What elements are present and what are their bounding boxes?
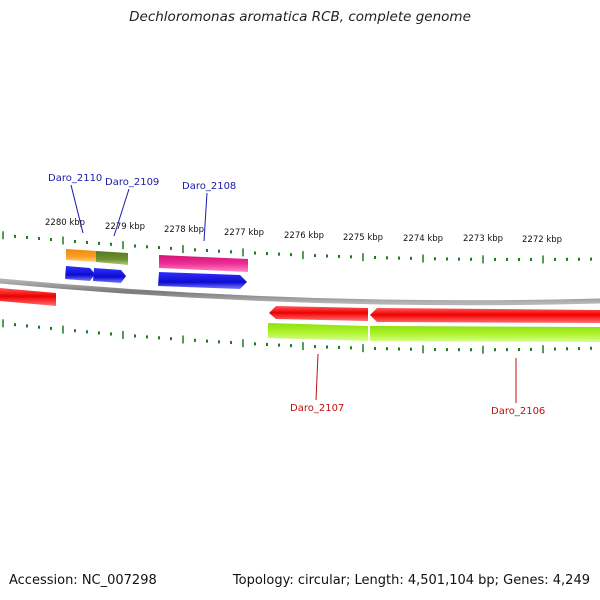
magenta-feature xyxy=(159,255,248,272)
topology-text: Topology: circular; Length: 4,501,104 bp… xyxy=(232,573,590,588)
daro-2108-leader xyxy=(203,192,208,242)
daro-2107-gene xyxy=(269,306,368,321)
scale-label: 2280 kbp xyxy=(45,218,85,228)
gene-label-daro-2109: Daro_2109 xyxy=(105,177,159,188)
daro-2109-gene xyxy=(93,268,126,283)
map-title: Dechloromonas aromatica RCB, complete ge… xyxy=(129,9,471,25)
scale-label: 2273 kbp xyxy=(463,234,503,244)
gene-label-daro-2110: Daro_2110 xyxy=(48,173,102,184)
scale-label: 2278 kbp xyxy=(164,225,204,235)
daro-2106-gene xyxy=(370,308,600,323)
inner-scale-ticks xyxy=(2,319,592,354)
scale-labels: 2280 kbp 2279 kbp 2278 kbp 2277 kbp 2276… xyxy=(45,218,562,245)
left-red-feature xyxy=(0,288,56,306)
lime-feature-right xyxy=(370,326,600,342)
scale-label: 2276 kbp xyxy=(284,231,324,241)
orange-feature xyxy=(66,249,97,262)
scale-label: 2272 kbp xyxy=(522,235,562,245)
gene-label-daro-2107: Daro_2107 xyxy=(290,403,344,414)
accession-text: Accession: NC_007298 xyxy=(9,573,157,588)
gene-label-daro-2106: Daro_2106 xyxy=(491,406,545,417)
scale-label: 2277 kbp xyxy=(224,228,264,238)
scale-label: 2275 kbp xyxy=(343,233,383,243)
outer-scale-ticks xyxy=(2,231,592,264)
lime-feature-left xyxy=(268,323,368,341)
olive-feature xyxy=(96,251,128,265)
genome-backbone xyxy=(0,278,600,306)
daro-2110-gene xyxy=(65,266,95,281)
scale-label: 2279 kbp xyxy=(105,222,145,232)
scale-label: 2274 kbp xyxy=(403,234,443,244)
daro-2107-leader xyxy=(315,353,319,401)
daro-2110-leader xyxy=(70,184,84,234)
daro-2108-gene xyxy=(158,272,247,289)
gene-label-daro-2108: Daro_2108 xyxy=(182,181,236,192)
daro-2109-leader xyxy=(113,188,130,237)
